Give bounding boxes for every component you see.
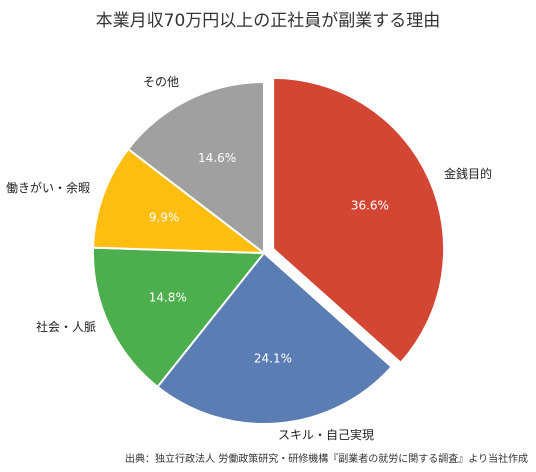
pie-slice-1 <box>156 251 393 425</box>
slice-value-label-4: 14.6% <box>198 151 236 165</box>
slice-category-label-3: 働きがい・余暇 <box>6 180 90 195</box>
slice-category-label-4: その他 <box>143 75 179 89</box>
slice-value-label-2: 14.8% <box>149 291 187 305</box>
slice-value-label-0: 36.6% <box>351 199 389 213</box>
slice-value-label-3: 9.9% <box>149 210 180 224</box>
pie-slice-4 <box>126 80 265 256</box>
slice-category-label-0: 金銭目的 <box>444 166 492 181</box>
slice-category-label-2: 社会・人脈 <box>36 319 96 334</box>
pie-slice-3 <box>92 147 268 255</box>
chart-title: 本業月収70万円以上の正社員が副業する理由 <box>95 11 441 31</box>
slice-value-label-1: 24.1% <box>254 352 292 366</box>
pie-slice-0 <box>272 76 446 365</box>
source-note: 出典：独立行政法人 労働政策研究・研修機構『副業者の就労に関する調査』より当社作… <box>125 454 528 465</box>
pie-slice-2 <box>92 246 267 389</box>
slice-category-label-1: スキル・自己実現 <box>278 427 374 442</box>
